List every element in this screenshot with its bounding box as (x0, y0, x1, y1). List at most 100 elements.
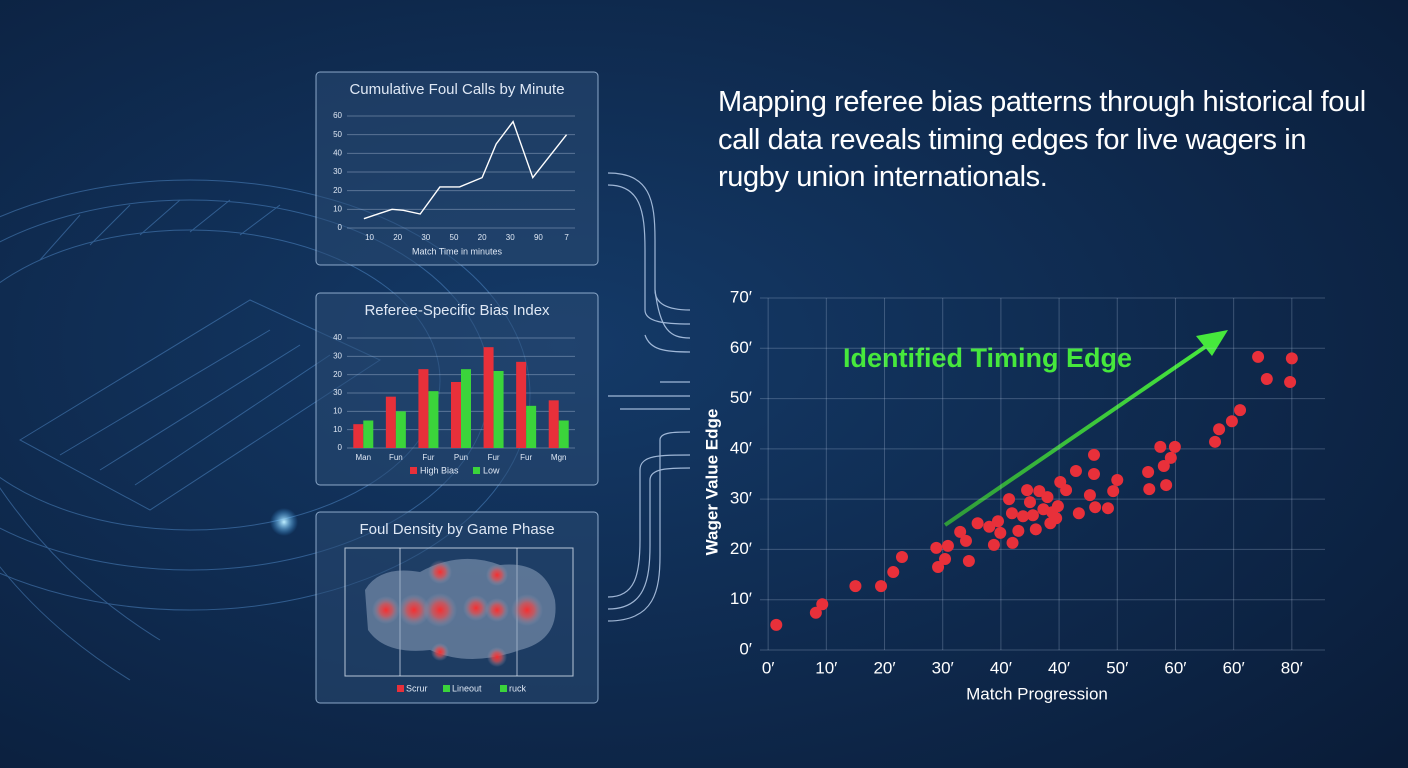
scatter-point (930, 541, 943, 554)
scatter-point (895, 550, 908, 563)
legend-label: Lineout (452, 683, 482, 693)
legend-label: High Bias (420, 465, 459, 475)
scatter-point (1087, 448, 1100, 461)
scatter-point (1209, 435, 1222, 448)
x-tick-label: 50 (450, 233, 459, 242)
scatter-point (1026, 509, 1039, 522)
y-tick-label: 10 (333, 425, 342, 434)
scatter-point (1050, 512, 1063, 525)
x-tick-label: 30 (506, 233, 515, 242)
scatter-point (1285, 352, 1298, 365)
x-tick-label: 0′ (762, 658, 775, 677)
scatter-point (1087, 468, 1100, 480)
legend-label: Scrur (406, 683, 428, 693)
y-tick-label: 40 (333, 333, 342, 342)
heat-spot (463, 595, 489, 621)
scatter-point (849, 580, 862, 593)
x-axis-label: Match Time in minutes (412, 246, 503, 256)
scatter-point (983, 520, 996, 533)
heat-spot (431, 643, 449, 661)
bar (526, 405, 537, 448)
heat-spot (428, 560, 452, 584)
scatter-point (1069, 464, 1082, 477)
x-tick-label: 90 (534, 233, 543, 242)
x-tick-label: Fur (422, 453, 434, 462)
bar (363, 420, 374, 448)
heat-base (365, 558, 556, 659)
headline: Mapping referee bias patterns through hi… (718, 86, 1366, 193)
legend-swatch (473, 467, 480, 474)
y-tick-label: 50 (333, 130, 342, 139)
x-tick-label: Fun (389, 453, 403, 462)
y-tick-label: 0 (338, 223, 343, 232)
x-tick-label: 10′ (815, 658, 837, 677)
y-tick-label: 20 (333, 186, 342, 195)
scatter-point (1234, 404, 1247, 417)
x-tick-label: 10 (365, 233, 374, 242)
x-tick-label: 50′ (1106, 658, 1128, 677)
x-tick-label: 20 (393, 233, 402, 242)
bar (353, 424, 364, 448)
y-tick-label: 60 (333, 111, 342, 120)
x-tick-label: 30 (421, 233, 430, 242)
glow-point (270, 508, 298, 536)
chart-title: Foul Density by Game Phase (359, 521, 554, 538)
y-tick-label: 40 (333, 148, 342, 157)
scatter-point (1154, 440, 1167, 453)
scatter-point (1083, 489, 1096, 502)
scatter-point (1012, 524, 1025, 537)
bar (461, 369, 471, 448)
scatter-point (1213, 423, 1226, 436)
x-tick-label: Fur (488, 453, 500, 462)
scatter-point (1157, 459, 1170, 472)
y-tick-label: 10 (333, 406, 342, 415)
chart-title: Cumulative Foul Calls by Minute (349, 81, 564, 98)
scatter-point (1252, 350, 1265, 363)
line-series (363, 120, 568, 220)
x-tick-label: 80′ (1281, 658, 1303, 677)
y-tick-label: 40′ (730, 438, 752, 457)
y-tick-label: 10′ (730, 589, 752, 608)
scatter-point (1029, 523, 1042, 536)
bar (483, 347, 494, 448)
field (344, 547, 574, 677)
legend-swatch (410, 467, 417, 474)
y-tick-label: 50′ (730, 388, 752, 407)
scatter-point (941, 539, 954, 552)
scatter-point (1111, 474, 1124, 487)
y-tick-label: 30 (333, 167, 342, 176)
panel (315, 71, 599, 266)
annotation: Identified Timing Edge (843, 343, 1132, 373)
scatter-point (1060, 484, 1073, 497)
y-tick-label: 10 (333, 204, 342, 213)
scatter-point (954, 525, 967, 538)
heat-spot (485, 598, 509, 622)
bar (493, 371, 504, 448)
bar (516, 361, 527, 448)
scatter-point (1051, 500, 1064, 513)
x-axis-label: Match Progression (966, 684, 1108, 703)
bar (451, 382, 461, 448)
heat-spot (511, 594, 543, 626)
legend-swatch (500, 685, 507, 692)
y-tick-label: 30 (333, 351, 342, 360)
bar (428, 391, 439, 448)
y-axis-label: Wager Value Edge (702, 409, 721, 556)
scatter-point (1164, 451, 1177, 464)
y-tick-label: 70′ (730, 287, 752, 306)
legend-swatch (397, 685, 404, 692)
x-tick-label: 30′ (932, 658, 954, 677)
scatter-point (959, 534, 972, 547)
heat-spot (486, 564, 508, 586)
scatter-point (1107, 485, 1120, 498)
y-tick-label: 20′ (730, 539, 752, 558)
chart-title: Referee-Specific Bias Index (364, 302, 550, 319)
scatter-point (1260, 372, 1273, 385)
scatter-point (1284, 375, 1297, 388)
bar (385, 396, 396, 448)
scatter-point (994, 526, 1007, 539)
y-tick-label: 30′ (730, 489, 752, 508)
